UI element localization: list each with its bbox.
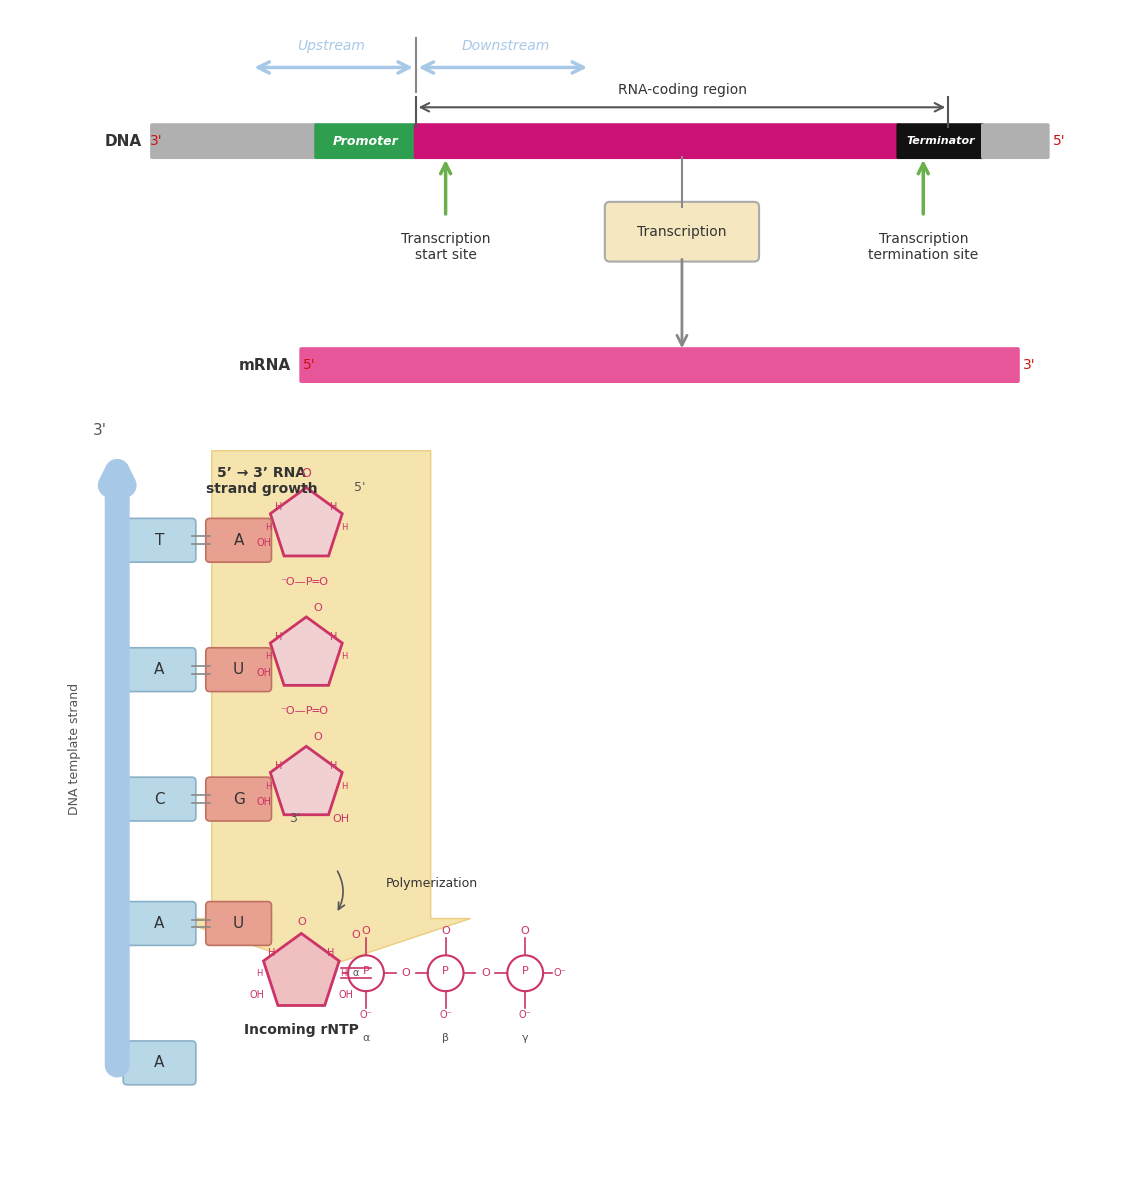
Text: H: H — [331, 503, 337, 512]
FancyBboxPatch shape — [123, 778, 196, 821]
Text: O: O — [296, 917, 306, 926]
Text: 3': 3' — [288, 812, 300, 826]
Text: Incoming rNTP: Incoming rNTP — [244, 1024, 359, 1037]
Text: 5’ → 3’ RNA
strand growth: 5’ → 3’ RNA strand growth — [205, 466, 317, 496]
Text: 3': 3' — [150, 134, 163, 148]
FancyBboxPatch shape — [605, 202, 759, 262]
Text: α: α — [363, 1033, 369, 1043]
Text: H: H — [275, 761, 282, 772]
Polygon shape — [270, 617, 342, 685]
Text: H: H — [340, 968, 347, 978]
Text: mRNA: mRNA — [239, 358, 292, 372]
Text: P: P — [442, 966, 449, 977]
FancyBboxPatch shape — [414, 124, 901, 160]
Text: O: O — [521, 926, 530, 936]
FancyBboxPatch shape — [150, 124, 318, 160]
Text: O⁻: O⁻ — [553, 968, 565, 978]
Text: H: H — [275, 503, 282, 512]
Text: H: H — [266, 781, 271, 791]
Text: H: H — [256, 968, 262, 978]
Text: A: A — [154, 916, 164, 931]
Text: O: O — [314, 602, 323, 613]
Text: OH: OH — [339, 990, 353, 1000]
Text: A: A — [154, 662, 164, 677]
Text: 5': 5' — [1052, 134, 1065, 148]
Text: Promoter: Promoter — [333, 134, 399, 148]
Text: OH: OH — [333, 814, 350, 824]
Text: Transcription
start site: Transcription start site — [401, 232, 490, 262]
Text: O: O — [481, 968, 490, 978]
Text: ⁻O—P═O: ⁻O—P═O — [280, 577, 328, 587]
Text: P: P — [363, 966, 369, 977]
Text: RNA-coding region: RNA-coding region — [618, 83, 747, 97]
Text: Terminator: Terminator — [906, 136, 975, 146]
Text: U: U — [233, 662, 244, 677]
Text: 3': 3' — [1023, 358, 1035, 372]
Text: DNA template strand: DNA template strand — [68, 683, 81, 815]
Text: H: H — [266, 523, 271, 532]
Text: G: G — [233, 792, 245, 806]
Text: OH: OH — [256, 539, 272, 548]
Text: C: C — [154, 792, 165, 806]
Text: OH: OH — [249, 990, 264, 1000]
Text: OH: OH — [256, 667, 272, 678]
Text: Transcription
termination site: Transcription termination site — [869, 232, 978, 262]
FancyBboxPatch shape — [300, 347, 1020, 383]
FancyBboxPatch shape — [123, 1040, 196, 1085]
Text: H: H — [331, 761, 337, 772]
Text: O: O — [401, 968, 410, 978]
Text: H: H — [275, 632, 282, 642]
Text: ⁻O—P═O: ⁻O—P═O — [280, 707, 328, 716]
Text: 5': 5' — [303, 358, 316, 372]
FancyBboxPatch shape — [896, 124, 985, 160]
FancyBboxPatch shape — [206, 518, 271, 562]
Text: H: H — [341, 653, 348, 661]
FancyBboxPatch shape — [206, 778, 271, 821]
FancyBboxPatch shape — [315, 124, 417, 160]
Polygon shape — [270, 487, 342, 556]
Text: O: O — [301, 467, 311, 480]
FancyBboxPatch shape — [123, 901, 196, 946]
FancyBboxPatch shape — [123, 648, 196, 691]
Text: OH: OH — [256, 797, 272, 808]
Text: H: H — [268, 948, 275, 959]
Text: O: O — [361, 926, 370, 936]
Text: Downstream: Downstream — [462, 38, 549, 53]
Text: P: P — [522, 966, 529, 977]
Text: Polymerization: Polymerization — [386, 877, 478, 890]
Polygon shape — [270, 746, 342, 815]
Text: U: U — [233, 916, 244, 931]
Polygon shape — [172, 451, 471, 968]
FancyBboxPatch shape — [982, 124, 1050, 160]
Text: O: O — [314, 732, 323, 743]
Text: 3': 3' — [93, 424, 107, 438]
Text: Transcription: Transcription — [637, 224, 726, 239]
Text: Upstream: Upstream — [298, 38, 365, 53]
Text: A: A — [234, 533, 244, 547]
Polygon shape — [263, 934, 340, 1006]
FancyBboxPatch shape — [206, 648, 271, 691]
Text: DNA: DNA — [105, 133, 142, 149]
FancyBboxPatch shape — [123, 518, 196, 562]
Text: H: H — [327, 948, 335, 959]
Text: T: T — [155, 533, 164, 547]
Text: O: O — [441, 926, 450, 936]
Text: O⁻: O⁻ — [519, 1010, 531, 1020]
Text: 5': 5' — [355, 481, 366, 494]
Text: O: O — [351, 930, 360, 941]
Text: H: H — [331, 632, 337, 642]
FancyBboxPatch shape — [206, 901, 271, 946]
Text: H: H — [266, 653, 271, 661]
Text: A: A — [154, 1055, 164, 1070]
Text: β: β — [442, 1033, 449, 1043]
Text: γ: γ — [522, 1033, 529, 1043]
Text: α: α — [353, 968, 359, 978]
Text: H: H — [341, 523, 348, 532]
Text: H: H — [341, 781, 348, 791]
Text: O⁻: O⁻ — [359, 1010, 373, 1020]
Text: O⁻: O⁻ — [439, 1010, 451, 1020]
